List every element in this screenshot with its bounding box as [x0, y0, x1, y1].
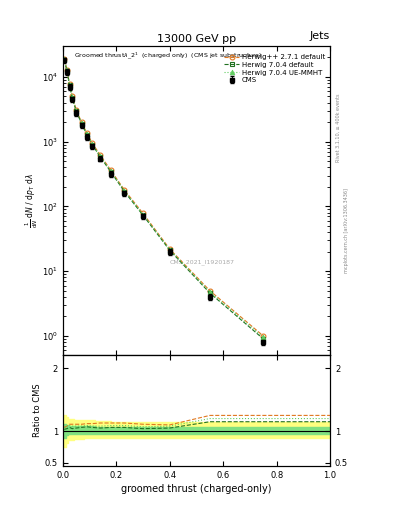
Herwig++ 2.7.1 default — [261, 333, 266, 339]
Herwig 7.0.4 default — [122, 188, 127, 195]
Herwig 7.0.4 default — [74, 108, 79, 114]
Herwig 7.0.4 UE-MMHT — [67, 81, 72, 88]
Herwig++ 2.7.1 default — [74, 107, 79, 113]
Herwig 7.0.4 default — [62, 57, 66, 63]
Text: Groomed thrust$\lambda\_2^1$  (charged only)  (CMS jet substructure): Groomed thrust$\lambda\_2^1$ (charged on… — [73, 51, 262, 61]
Herwig 7.0.4 default — [64, 68, 69, 74]
Herwig++ 2.7.1 default — [79, 119, 84, 125]
Herwig 7.0.4 UE-MMHT — [261, 334, 266, 340]
Herwig 7.0.4 UE-MMHT — [70, 94, 75, 100]
Legend: Herwig++ 2.7.1 default, Herwig 7.0.4 default, Herwig 7.0.4 UE-MMHT, CMS: Herwig++ 2.7.1 default, Herwig 7.0.4 def… — [222, 53, 327, 84]
Line: Herwig++ 2.7.1 default: Herwig++ 2.7.1 default — [62, 56, 266, 338]
X-axis label: groomed thrust (charged-only): groomed thrust (charged-only) — [121, 484, 272, 494]
Herwig 7.0.4 default — [167, 247, 172, 253]
Herwig 7.0.4 UE-MMHT — [122, 188, 127, 194]
Herwig++ 2.7.1 default — [122, 187, 127, 193]
Herwig 7.0.4 default — [84, 132, 89, 138]
Herwig 7.0.4 default — [208, 290, 212, 296]
Herwig 7.0.4 UE-MMHT — [79, 120, 84, 126]
Herwig 7.0.4 UE-MMHT — [74, 108, 79, 114]
Herwig 7.0.4 UE-MMHT — [108, 168, 113, 175]
Herwig 7.0.4 default — [108, 169, 113, 175]
Herwig 7.0.4 default — [261, 336, 266, 342]
Herwig 7.0.4 default — [98, 154, 103, 160]
Herwig++ 2.7.1 default — [90, 140, 95, 146]
Herwig 7.0.4 default — [90, 142, 95, 148]
Herwig++ 2.7.1 default — [64, 67, 69, 73]
Text: Jets: Jets — [310, 31, 330, 41]
Herwig++ 2.7.1 default — [70, 93, 75, 99]
Herwig++ 2.7.1 default — [67, 81, 72, 87]
Text: CMS_2021_I1920187: CMS_2021_I1920187 — [169, 260, 234, 266]
Text: Rivet 3.1.10, ≥ 400k events: Rivet 3.1.10, ≥ 400k events — [336, 94, 341, 162]
Line: Herwig 7.0.4 default: Herwig 7.0.4 default — [62, 57, 266, 342]
Y-axis label: Ratio to CMS: Ratio to CMS — [33, 384, 42, 437]
Herwig 7.0.4 UE-MMHT — [98, 153, 103, 159]
Herwig 7.0.4 default — [141, 212, 145, 219]
Line: Herwig 7.0.4 UE-MMHT: Herwig 7.0.4 UE-MMHT — [62, 57, 266, 340]
Herwig 7.0.4 UE-MMHT — [62, 56, 66, 62]
Herwig 7.0.4 UE-MMHT — [64, 67, 69, 73]
Herwig++ 2.7.1 default — [62, 56, 66, 62]
Herwig 7.0.4 UE-MMHT — [141, 211, 145, 218]
Herwig 7.0.4 default — [70, 95, 75, 101]
Herwig++ 2.7.1 default — [167, 246, 172, 252]
Y-axis label: $\frac{1}{\mathrm{d}N}\ \mathrm{d}N\ /\ \mathrm{d}p_\mathrm{T}\ \mathrm{d}\lambd: $\frac{1}{\mathrm{d}N}\ \mathrm{d}N\ /\ … — [24, 173, 40, 228]
Herwig 7.0.4 UE-MMHT — [167, 247, 172, 253]
Herwig 7.0.4 UE-MMHT — [208, 289, 212, 295]
Herwig 7.0.4 default — [67, 82, 72, 89]
Title: 13000 GeV pp: 13000 GeV pp — [157, 34, 236, 44]
Herwig++ 2.7.1 default — [108, 167, 113, 174]
Herwig++ 2.7.1 default — [98, 152, 103, 158]
Herwig++ 2.7.1 default — [141, 210, 145, 217]
Herwig 7.0.4 UE-MMHT — [84, 131, 89, 137]
Herwig++ 2.7.1 default — [208, 288, 212, 294]
Herwig 7.0.4 default — [79, 121, 84, 127]
Herwig 7.0.4 UE-MMHT — [90, 141, 95, 147]
Herwig++ 2.7.1 default — [84, 130, 89, 136]
Text: mcplots.cern.ch [arXiv:1306.3436]: mcplots.cern.ch [arXiv:1306.3436] — [344, 188, 349, 273]
